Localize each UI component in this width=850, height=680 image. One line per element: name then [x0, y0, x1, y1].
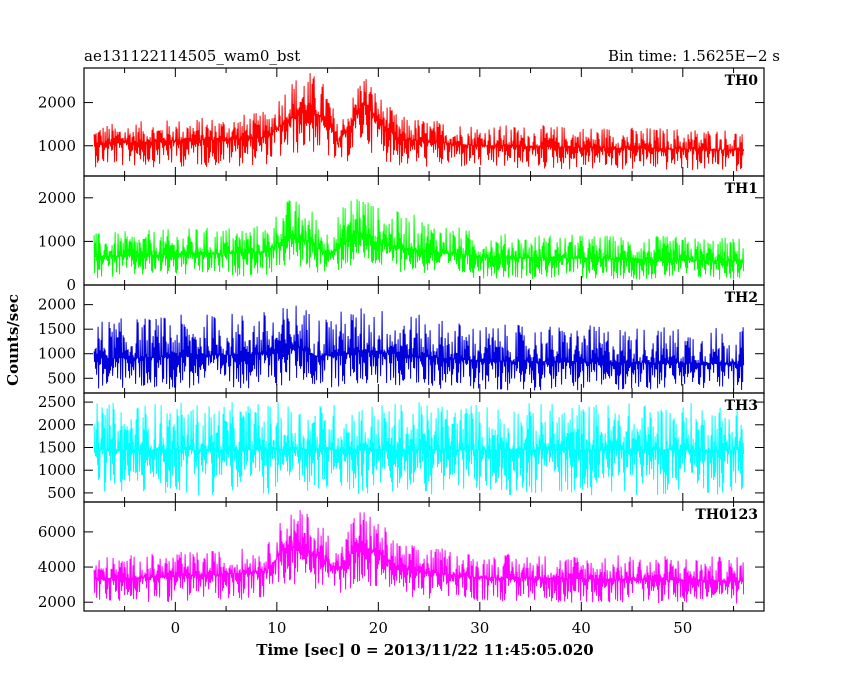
x-tick-label: 40 — [572, 619, 591, 637]
panel-th1: 0 1000 2000 TH1 — [38, 175, 765, 294]
light-curve-th1 — [93, 199, 745, 280]
y-tick-label: 1500 — [38, 439, 76, 457]
y-tick-label: 1000 — [38, 345, 76, 363]
panel-th3: 500 1000 1500 2000 2500 TH3 — [38, 392, 765, 503]
y-tick-label: 2000 — [38, 593, 76, 611]
y-tick-label: 4000 — [38, 558, 76, 576]
figure-header-right: Bin time: 1.5625E−2 s — [608, 47, 780, 65]
panel-label: TH3 — [725, 398, 758, 414]
panel-label: TH1 — [725, 181, 758, 197]
y-tick-label: 6000 — [38, 523, 76, 541]
x-tick-label: 50 — [673, 619, 692, 637]
y-tick-label: 500 — [47, 369, 76, 387]
panel-th0: 1000 2000 TH0 — [38, 67, 765, 177]
y-tick-label: 2500 — [38, 393, 76, 411]
x-tick-label: 20 — [369, 619, 388, 637]
panel-label: TH2 — [725, 290, 758, 306]
x-tick-label: 0 — [171, 619, 181, 637]
panel-label: TH0 — [725, 73, 759, 89]
y-tick-label: 1000 — [38, 232, 76, 250]
y-tick-label: 1000 — [38, 137, 76, 155]
light-curve-th3 — [93, 402, 745, 496]
light-curve-th2 — [93, 305, 745, 391]
panel-frame — [83, 501, 765, 612]
y-tick-label: 0 — [66, 276, 76, 294]
y-tick-label: 1500 — [38, 320, 76, 338]
panel-frame — [83, 67, 765, 177]
panels-group: 1000 2000 TH0 0 1000 2000 TH1 500 1000 1500 2000 TH… — [38, 67, 765, 612]
y-tick-label: 2000 — [38, 296, 76, 314]
x-tick-label: 10 — [267, 619, 286, 637]
figure-header-left: ae131122114505_wam0_bst — [84, 47, 300, 65]
light-curve-th0123 — [93, 510, 745, 604]
x-tick-label: 30 — [470, 619, 489, 637]
y-tick-label: 500 — [47, 484, 76, 502]
panel-th2: 500 1000 1500 2000 TH2 — [38, 284, 765, 394]
y-tick-label: 2000 — [38, 416, 76, 434]
panel-label: TH0123 — [695, 507, 758, 523]
x-axis-title: Time [sec] 0 = 2013/11/22 11:45:05.020 — [256, 641, 593, 659]
y-axis-title: Counts/sec — [4, 294, 22, 386]
y-tick-label: 1000 — [38, 461, 76, 479]
y-tick-label: 2000 — [38, 189, 76, 207]
panel-th0123: 2000 4000 6000 TH0123 — [38, 501, 765, 612]
light-curve-th0 — [93, 73, 745, 172]
x-axis: 0 10 20 30 40 50 — [171, 619, 693, 637]
y-tick-label: 2000 — [38, 94, 76, 112]
